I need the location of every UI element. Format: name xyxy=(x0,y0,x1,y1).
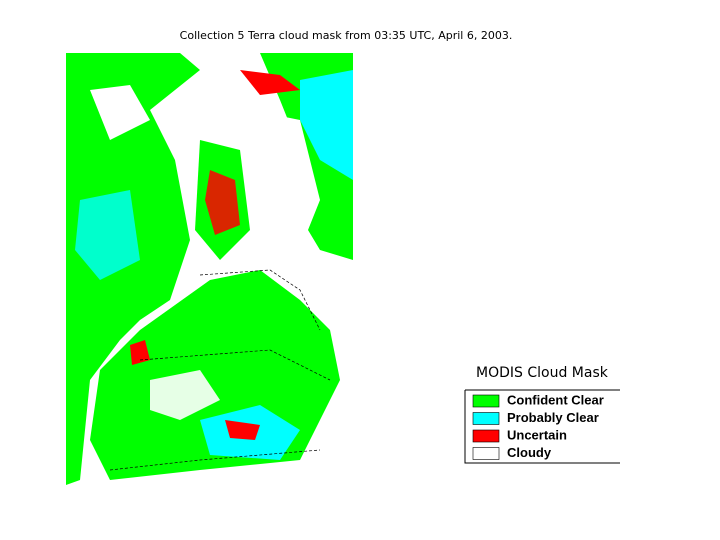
probably-clear-region xyxy=(300,70,353,180)
border-line xyxy=(109,269,331,471)
legend-label: Cloudy xyxy=(507,445,552,460)
legend-label: Uncertain xyxy=(507,427,567,442)
uncertain-region xyxy=(240,70,300,95)
legend-swatch xyxy=(472,429,500,443)
legend-box xyxy=(464,389,620,464)
cloud-region xyxy=(90,85,150,140)
uncertain-region xyxy=(225,420,260,440)
uncertain-region xyxy=(130,340,150,365)
clear-region xyxy=(66,53,200,485)
legend-label: Confident Clear xyxy=(507,392,604,407)
title: Collection 5 Terra cloud mask from 03:35… xyxy=(180,29,513,42)
legend-swatch xyxy=(472,412,500,425)
legend: Confident Clear Probably Clear Uncertain Cl… xyxy=(464,389,620,464)
cloud-region xyxy=(250,110,320,250)
legend-title: MODIS Cloud Mask xyxy=(476,365,609,381)
uncertain-region xyxy=(205,170,240,235)
map xyxy=(66,53,353,485)
legend-swatch xyxy=(472,447,500,460)
legend-swatch xyxy=(472,394,500,408)
legend-label: Probably Clear xyxy=(507,410,599,425)
cloud-region xyxy=(150,370,220,420)
probably-clear-region xyxy=(75,190,140,280)
